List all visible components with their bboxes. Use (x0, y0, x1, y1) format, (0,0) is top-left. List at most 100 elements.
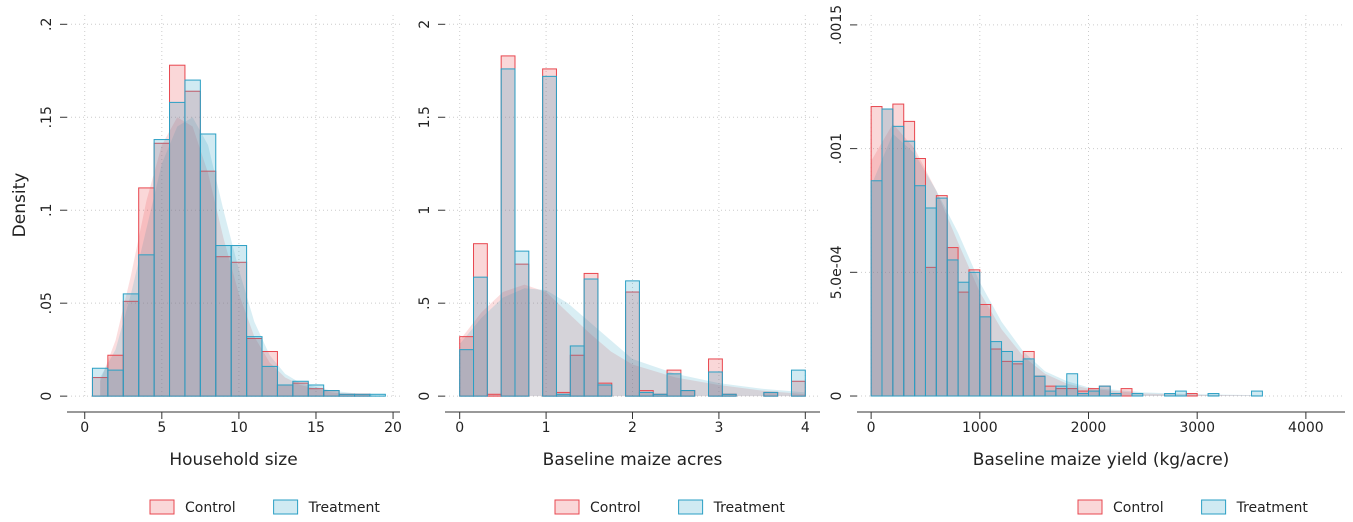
bar (790, 369, 806, 397)
legend-swatch (678, 499, 704, 515)
bar (946, 259, 959, 397)
bar (968, 271, 981, 397)
bar (597, 384, 613, 397)
x-tick-label: 10 (230, 420, 248, 436)
bar (459, 349, 475, 397)
y-tick-label: 0 (417, 392, 433, 401)
x-axis-label: Household size (169, 450, 297, 470)
x-axis-label: Baseline maize yield (kg/acre) (973, 450, 1230, 470)
bar (486, 393, 502, 397)
bar (230, 245, 248, 397)
bar (292, 380, 309, 397)
bar (169, 101, 186, 397)
y-tick-label: 1.5 (417, 106, 433, 128)
bar (199, 133, 217, 397)
x-tick-label: 0 (867, 420, 876, 436)
bar (1001, 350, 1013, 397)
bar (892, 125, 905, 397)
y-tick-label: .2 (39, 18, 55, 31)
bar (514, 250, 530, 397)
x-tick-label: 4000 (1288, 420, 1324, 436)
bar (924, 207, 937, 397)
y-tick-label: .5 (417, 296, 433, 309)
bar (1109, 393, 1122, 397)
bar (680, 390, 696, 397)
legend-swatch (273, 499, 299, 515)
bar (107, 369, 124, 397)
legend-swatch (1077, 499, 1103, 515)
bar (914, 185, 926, 397)
y-tick-label: .1 (39, 204, 55, 217)
bar (1022, 358, 1035, 397)
x-tick-label: 20 (384, 420, 402, 436)
bar (708, 371, 723, 397)
y-tick-label: 2 (417, 20, 433, 29)
bar (261, 365, 278, 397)
bar (652, 393, 668, 397)
bar (763, 391, 779, 397)
bar (638, 391, 654, 397)
bar (1207, 393, 1220, 397)
bar (307, 384, 325, 397)
bar (215, 245, 232, 397)
bar (1251, 390, 1263, 397)
y-tick-label: .0015 (829, 5, 845, 45)
bar (1098, 385, 1111, 397)
bar (122, 293, 140, 397)
bar (369, 393, 386, 397)
bar (1185, 393, 1198, 397)
bar (569, 345, 585, 397)
density-area (459, 288, 806, 397)
x-tick-label: 3 (714, 420, 723, 436)
y-tick-label: .05 (39, 292, 55, 314)
legend-label: Treatment (713, 500, 786, 516)
bar (184, 79, 201, 397)
bar (979, 316, 992, 397)
legend-swatch (1201, 499, 1227, 515)
legend-label: Control (185, 500, 236, 516)
x-tick-label: 1000 (962, 420, 998, 436)
bar (473, 276, 488, 397)
bar (957, 281, 970, 397)
bar (153, 139, 171, 397)
x-axis-label: Baseline maize acres (543, 450, 723, 470)
x-tick-label: 3000 (1179, 420, 1215, 436)
y-tick-label: 0 (829, 392, 845, 401)
bar (91, 367, 109, 397)
legend-label: Control (590, 500, 641, 516)
legend-label: Treatment (308, 500, 381, 516)
y-tick-label: 0 (39, 392, 55, 401)
x-tick-label: 1 (542, 420, 551, 436)
bar (276, 384, 294, 397)
bar (1077, 393, 1090, 397)
x-tick-label: 15 (307, 420, 325, 436)
bar (338, 393, 356, 397)
bar (1011, 360, 1024, 397)
bar (1164, 393, 1176, 397)
bar (555, 393, 571, 397)
bar (583, 278, 599, 397)
density-area (459, 284, 806, 397)
x-tick-label: 2000 (1071, 420, 1107, 436)
y-axis-label: Density (10, 173, 30, 238)
bar (666, 373, 682, 397)
y-tick-label: 5.0e-04 (829, 245, 845, 299)
y-tick-label: .001 (829, 133, 845, 164)
x-tick-label: 0 (80, 420, 89, 436)
bar (881, 108, 894, 397)
bar (721, 393, 737, 397)
x-tick-label: 2 (628, 420, 637, 436)
bar (990, 341, 1003, 397)
legend-swatch (149, 499, 175, 515)
bar (903, 140, 916, 397)
bar (1055, 385, 1068, 397)
bar (246, 336, 263, 397)
bar (354, 393, 371, 397)
bar (1044, 390, 1057, 397)
legend-label: Treatment (1236, 500, 1309, 516)
bar (500, 68, 516, 397)
x-tick-label: 5 (157, 420, 166, 436)
bar (323, 390, 340, 397)
y-tick-label: 1 (417, 206, 433, 215)
